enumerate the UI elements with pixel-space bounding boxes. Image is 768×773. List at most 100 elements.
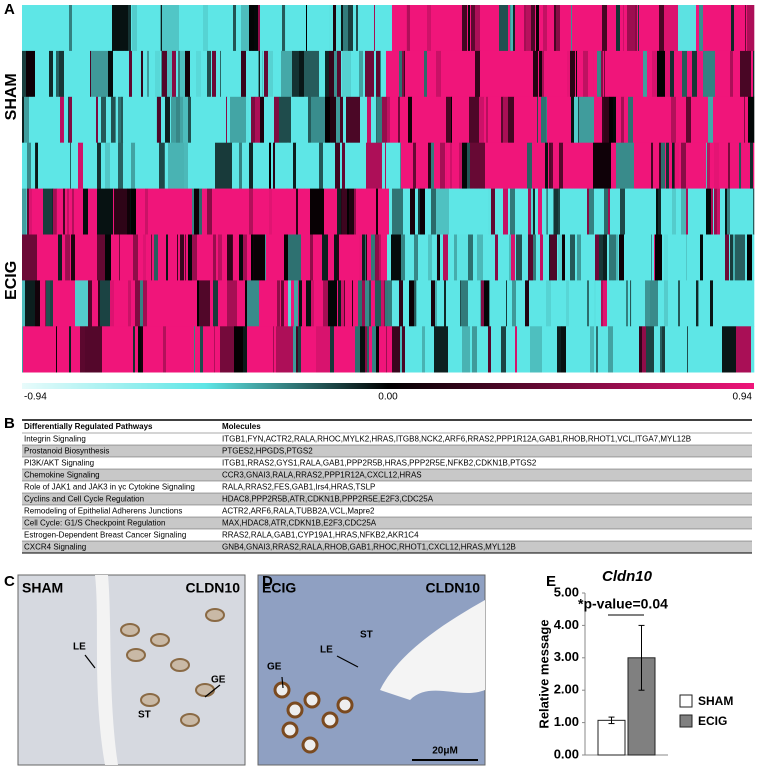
heat-cell [453,96,457,143]
heat-cell [73,326,76,373]
heat-cell [604,50,606,98]
table-header: Molecules [222,422,261,431]
heat-cell [235,234,238,281]
heat-cell [499,280,502,327]
heat-cell [127,142,132,189]
heat-cell [156,96,158,143]
heat-cell [259,280,262,327]
heat-cell [671,142,673,189]
heat-cell [434,50,437,98]
heat-cell [440,280,445,327]
heat-cell [516,234,523,281]
heat-cell [325,50,330,98]
molecules: ACTR2,ARF6,RALA,TUBB2A,VCL,Mapre2 [222,507,375,516]
heat-cell [69,326,72,373]
heat-cell [423,280,425,327]
heat-cell [562,234,566,281]
heat-cell [749,142,751,189]
heat-cell [50,142,54,189]
heat-cell [140,280,144,327]
heat-cell [194,188,200,235]
heat-cell [594,188,596,235]
heat-cell [161,5,163,52]
heat-cell [440,234,444,281]
heat-cell [49,326,55,373]
heat-cell [174,188,192,235]
heat-cell [522,234,525,281]
heat-cell [639,50,644,98]
heat-cell [409,142,414,189]
heat-cell [227,234,233,281]
heat-cell [611,280,615,327]
heat-cell [427,5,432,52]
heat-cell [507,280,513,327]
heat-cell [475,5,481,52]
heat-cell [547,5,551,52]
heat-cell [699,50,704,98]
heat-cell [263,50,265,98]
heat-cell [725,188,728,235]
heat-cell [546,96,548,143]
heat-cell [263,188,266,235]
heat-cell [619,234,625,281]
heat-cell [47,142,51,189]
heat-cell [745,234,748,281]
heat-cell [497,96,500,143]
heat-cell [76,326,79,373]
heat-cell [347,188,350,235]
heat-cell [34,96,38,143]
heat-cell [328,234,332,281]
heat-cell [377,96,383,143]
heat-cell [110,5,113,52]
heat-cell [499,5,509,52]
heat-cell [222,280,226,327]
heat-cell [494,280,500,327]
heat-cell [733,50,736,98]
heat-cell [64,50,70,98]
heat-cell [300,142,308,189]
heat-cell [515,326,518,373]
heat-cell [384,188,390,235]
heat-cell [264,96,270,143]
heat-cell [337,280,339,327]
heat-cell [617,188,621,235]
heat-cell [458,326,463,373]
heat-cell [488,326,492,373]
heat-cell [26,50,36,98]
heat-cell [457,234,469,281]
heat-cell [500,234,506,281]
heat-cell [540,142,546,189]
heat-cell [645,280,651,327]
heat-cell [88,188,98,235]
heat-cell [23,142,26,189]
heat-cell [316,234,322,281]
heat-cell [508,96,515,143]
heat-cell [213,280,219,327]
heat-cell [524,234,527,281]
gland [140,693,160,707]
heat-cell [425,188,431,235]
heat-cell [325,142,331,189]
heat-cell [472,326,478,373]
heat-cell [485,142,493,189]
heat-cell [620,188,626,235]
heat-cell [425,326,429,373]
heat-cell [569,142,573,189]
heat-cell [52,188,54,235]
heat-cell [41,280,46,327]
heat-cell [237,50,242,98]
heat-cell [614,280,616,327]
heat-cell [599,326,605,373]
heat-cell [589,5,603,52]
heat-cell [429,326,435,373]
heat-cell [158,5,161,52]
heat-cell [451,280,461,327]
heat-cell [462,326,471,373]
heat-cell [301,234,304,281]
heat-cell [171,96,177,143]
heat-cell [615,280,627,327]
heat-cell [495,234,499,281]
heat-cell [522,326,524,373]
heat-cell [46,280,51,327]
heat-cell [610,50,614,98]
